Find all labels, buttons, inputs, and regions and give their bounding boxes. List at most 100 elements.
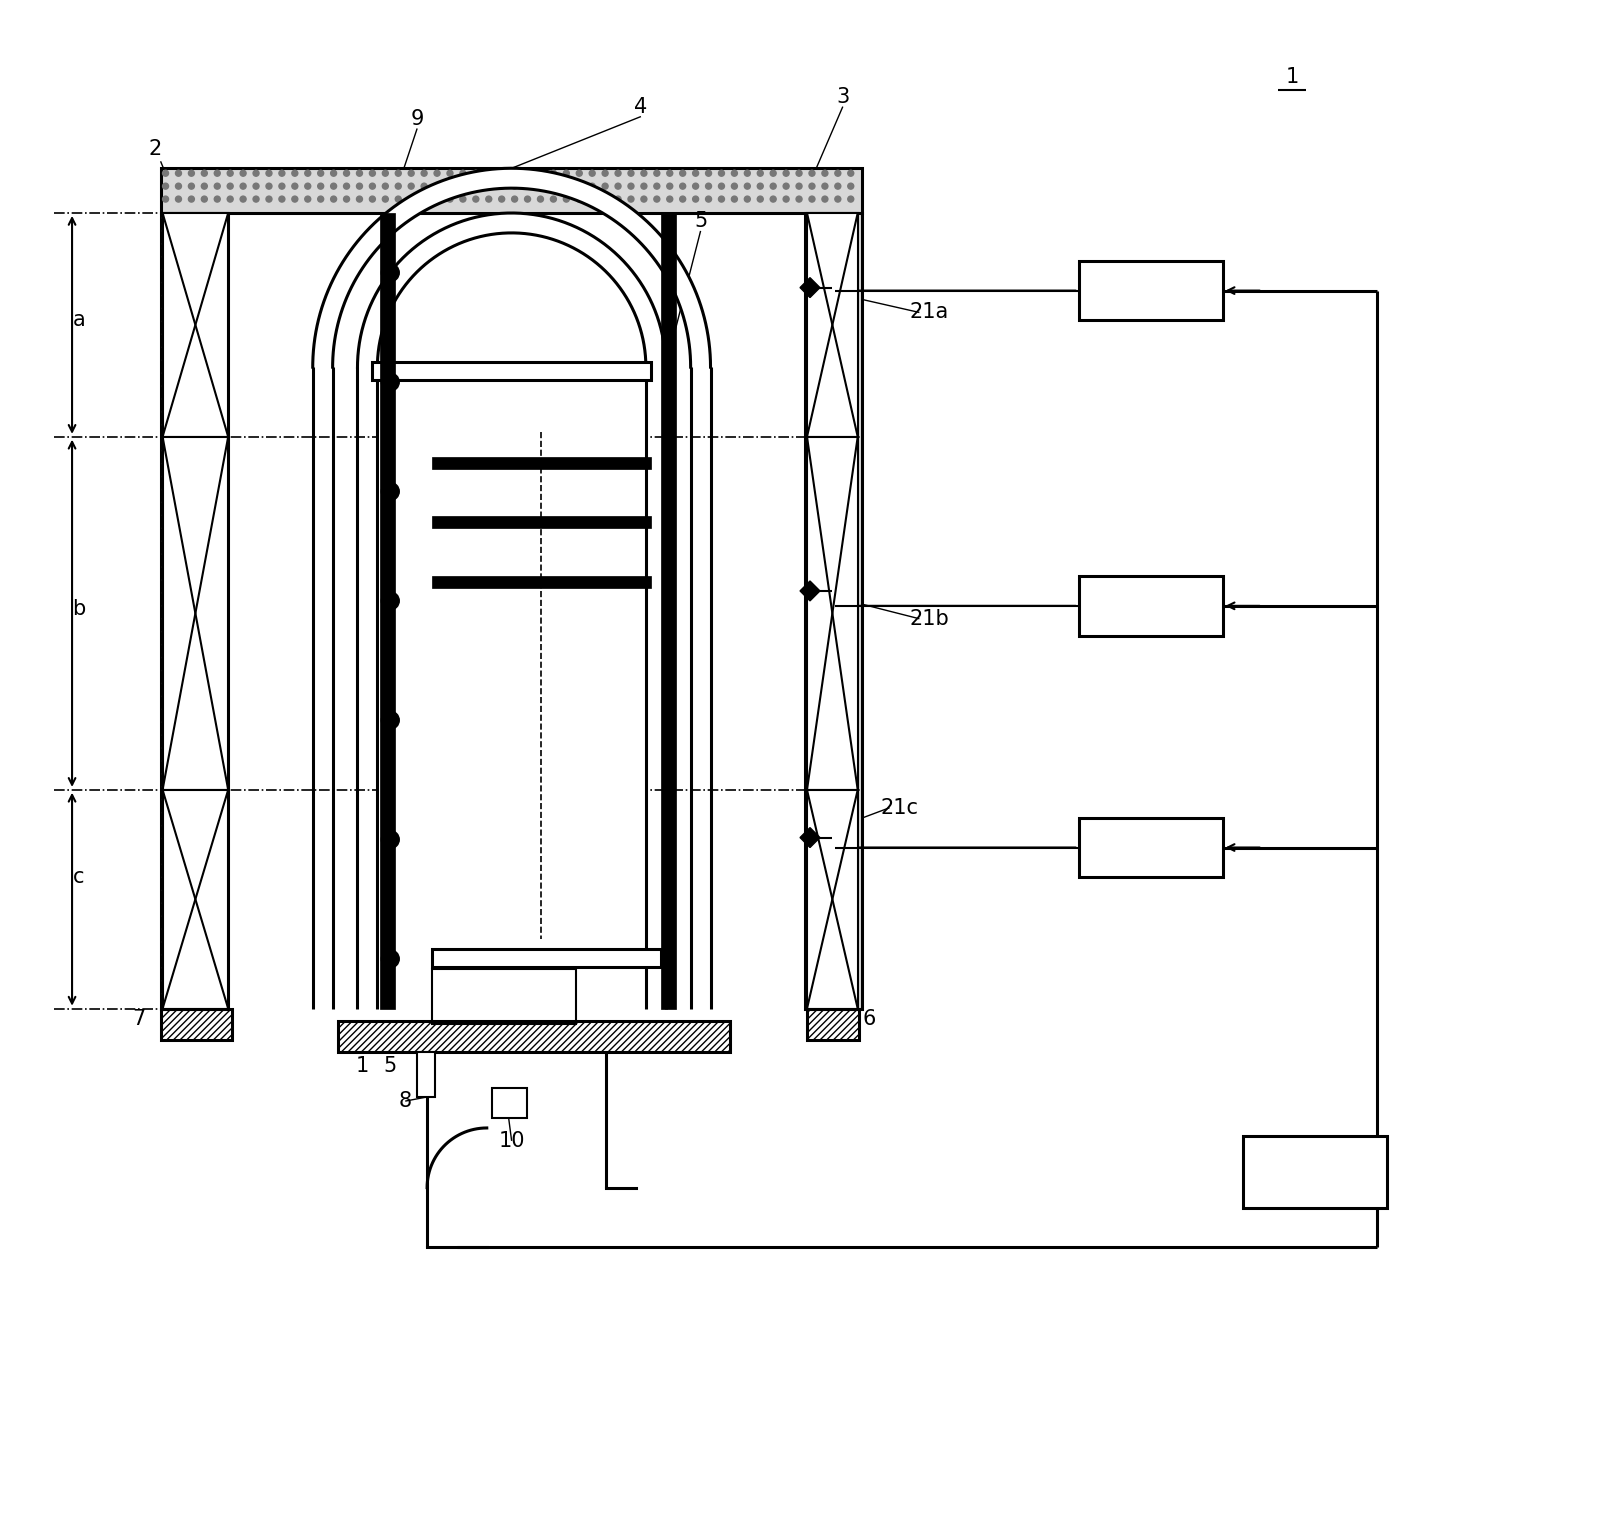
Circle shape — [163, 680, 168, 686]
Circle shape — [807, 991, 812, 997]
Circle shape — [176, 305, 181, 311]
Circle shape — [846, 706, 851, 712]
Bar — [660, 213, 675, 1008]
Circle shape — [820, 525, 825, 531]
Circle shape — [176, 783, 181, 789]
Circle shape — [395, 184, 400, 190]
Circle shape — [641, 184, 647, 190]
Circle shape — [796, 184, 802, 190]
Bar — [163, 789, 228, 1008]
Circle shape — [176, 900, 181, 906]
Circle shape — [215, 448, 220, 454]
Circle shape — [163, 241, 168, 247]
Circle shape — [783, 184, 789, 190]
Circle shape — [215, 254, 220, 260]
Circle shape — [163, 370, 168, 376]
Circle shape — [846, 849, 851, 855]
Circle shape — [202, 732, 207, 738]
Circle shape — [421, 184, 426, 190]
Circle shape — [473, 170, 478, 176]
Circle shape — [833, 293, 838, 299]
Circle shape — [215, 577, 220, 583]
Circle shape — [705, 170, 712, 176]
Circle shape — [822, 196, 828, 202]
Circle shape — [189, 720, 194, 726]
Circle shape — [189, 706, 194, 712]
Circle shape — [202, 694, 207, 700]
Circle shape — [820, 216, 825, 222]
Circle shape — [189, 771, 194, 777]
Circle shape — [163, 293, 168, 299]
Circle shape — [163, 823, 168, 829]
Circle shape — [820, 978, 825, 984]
Circle shape — [215, 474, 220, 480]
Circle shape — [846, 720, 851, 726]
Circle shape — [202, 383, 207, 389]
Circle shape — [563, 196, 570, 202]
Circle shape — [202, 965, 207, 972]
Circle shape — [820, 823, 825, 829]
Circle shape — [628, 170, 634, 176]
Circle shape — [202, 499, 207, 505]
Circle shape — [820, 797, 825, 803]
Circle shape — [820, 628, 825, 635]
Circle shape — [807, 254, 812, 260]
Circle shape — [602, 196, 608, 202]
Circle shape — [370, 196, 374, 202]
Circle shape — [820, 861, 825, 867]
Circle shape — [202, 279, 207, 285]
Circle shape — [408, 196, 413, 202]
Circle shape — [189, 732, 194, 738]
Circle shape — [215, 216, 220, 222]
Circle shape — [820, 539, 825, 543]
Circle shape — [163, 706, 168, 712]
Circle shape — [395, 170, 400, 176]
Circle shape — [807, 434, 812, 440]
Circle shape — [189, 486, 194, 492]
Circle shape — [215, 422, 220, 428]
Circle shape — [163, 357, 168, 363]
Circle shape — [202, 319, 207, 325]
Circle shape — [215, 991, 220, 997]
Circle shape — [240, 170, 245, 176]
Bar — [491, 1088, 526, 1119]
Circle shape — [279, 184, 284, 190]
Circle shape — [163, 809, 168, 815]
Circle shape — [215, 434, 220, 440]
Text: 13c: 13c — [1130, 838, 1169, 858]
Circle shape — [176, 771, 181, 777]
Circle shape — [833, 525, 838, 531]
Circle shape — [820, 668, 825, 674]
Circle shape — [163, 499, 168, 505]
Circle shape — [807, 279, 812, 285]
Circle shape — [770, 170, 776, 176]
Circle shape — [202, 170, 207, 176]
Circle shape — [189, 525, 194, 531]
Circle shape — [331, 170, 336, 176]
Circle shape — [833, 396, 838, 402]
Circle shape — [176, 434, 181, 440]
Circle shape — [807, 628, 812, 635]
Circle shape — [833, 991, 838, 997]
Circle shape — [833, 654, 838, 660]
Circle shape — [163, 888, 168, 893]
Circle shape — [240, 184, 245, 190]
Circle shape — [820, 293, 825, 299]
Circle shape — [833, 874, 838, 880]
Circle shape — [846, 357, 851, 363]
Circle shape — [833, 797, 838, 803]
Circle shape — [189, 874, 194, 880]
Circle shape — [163, 474, 168, 480]
Circle shape — [846, 797, 851, 803]
Circle shape — [833, 241, 838, 247]
Circle shape — [202, 783, 207, 789]
Circle shape — [833, 771, 838, 777]
Circle shape — [820, 771, 825, 777]
Circle shape — [163, 654, 168, 660]
Circle shape — [202, 978, 207, 984]
Circle shape — [189, 434, 194, 440]
Circle shape — [833, 823, 838, 829]
Circle shape — [807, 732, 812, 738]
Circle shape — [833, 642, 838, 648]
Circle shape — [820, 680, 825, 686]
